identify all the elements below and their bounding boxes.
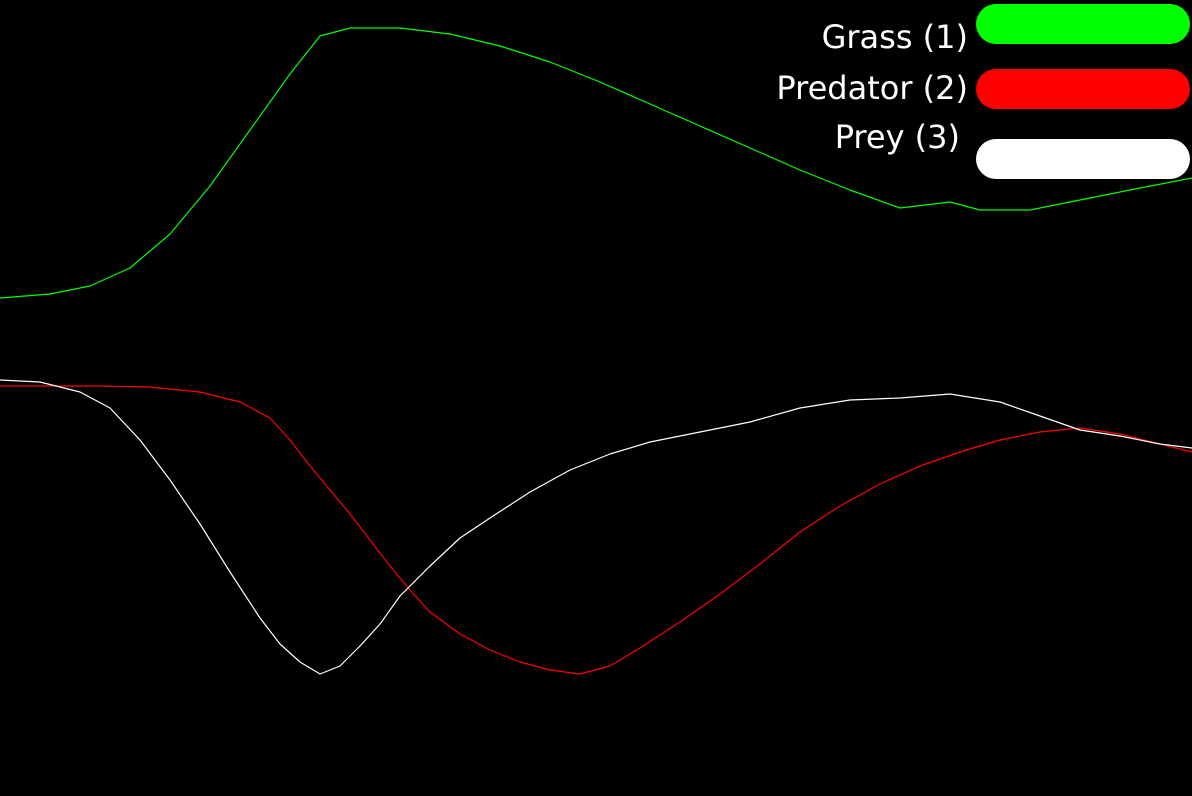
- legend-label-predator: Predator (2): [776, 69, 968, 107]
- legend-swatch-grass: [976, 4, 1190, 44]
- legend-label-prey: Prey (3): [835, 118, 960, 156]
- grass-series-line: [0, 27, 1192, 299]
- legend-swatch-predator: [976, 69, 1190, 109]
- legend: Grass (1) Predator (2) Prey (3): [776, 4, 1190, 179]
- predator-series-line: [0, 385, 1192, 675]
- legend-swatch-prey: [976, 139, 1190, 179]
- prey-series-line: [0, 379, 1192, 675]
- legend-label-grass: Grass (1): [822, 18, 968, 56]
